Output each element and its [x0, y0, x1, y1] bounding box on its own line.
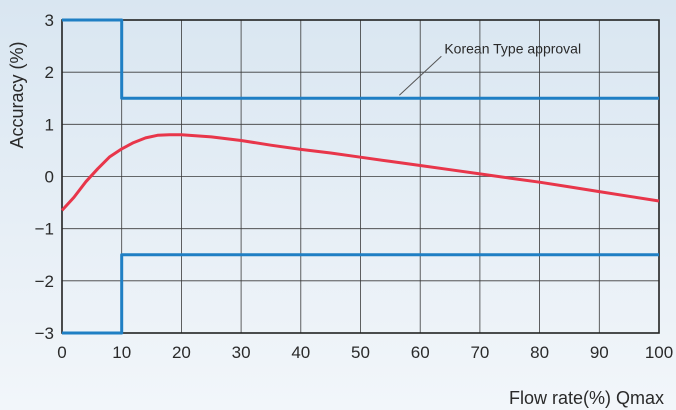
y-tick-label: 2	[45, 63, 54, 82]
annotation-label: Korean Type approval	[444, 40, 581, 56]
x-tick-label: 70	[470, 343, 489, 362]
series-group	[60, 18, 660, 335]
x-tick-label: 90	[590, 343, 609, 362]
accuracy-curve	[60, 133, 660, 212]
y-tick-label: 3	[45, 11, 54, 30]
x-tick-label: 60	[411, 343, 430, 362]
x-tick-label: 40	[291, 343, 310, 362]
x-tick-label: 100	[645, 343, 673, 362]
y-tick-label: −2	[35, 272, 54, 291]
x-tick-label: 20	[172, 343, 191, 362]
upper-limit-line	[62, 18, 659, 100]
x-tick-label: 10	[112, 343, 131, 362]
y-tick-label: 1	[45, 115, 54, 134]
y-tick-label: 0	[45, 168, 54, 187]
y-axis-title: Accuracy (%)	[7, 41, 27, 148]
plot-frame	[61, 19, 660, 334]
x-axis-title: Flow rate(%) Qmax	[509, 388, 664, 408]
x-tick-label: 50	[351, 343, 370, 362]
x-tick-label: 0	[57, 343, 66, 362]
annotation-leader-line	[399, 55, 442, 96]
x-tick-label: 80	[530, 343, 549, 362]
y-tick-label: −3	[35, 324, 54, 343]
lower-limit-line	[62, 253, 659, 335]
annotations: Korean Type approval	[399, 40, 581, 96]
x-tick-label: 30	[232, 343, 251, 362]
y-tick-label: −1	[35, 220, 54, 239]
grid	[61, 19, 660, 334]
